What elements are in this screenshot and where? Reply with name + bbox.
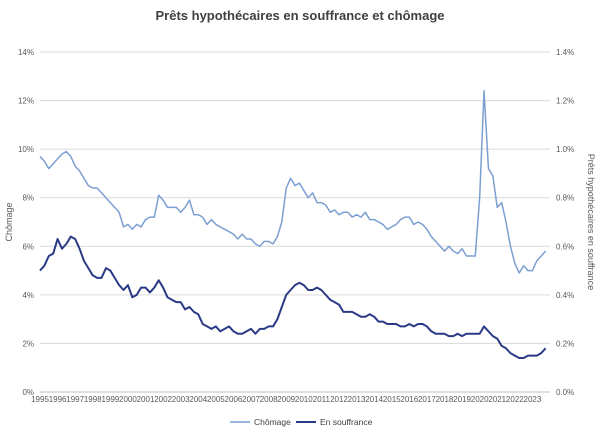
x-tick-label: 1997	[66, 395, 84, 404]
y-right-tick-label: 0.2%	[556, 339, 574, 348]
x-tick-label: 2005	[207, 395, 225, 404]
y-left-tick-label: 0%	[22, 388, 34, 397]
x-tick-label: 2011	[313, 395, 331, 404]
x-tick-label: 2023	[524, 395, 542, 404]
y-axis-left-label: Chômage	[4, 202, 14, 241]
y-left-tick-label: 14%	[18, 48, 34, 57]
chart-title: Prêts hypothécaires en souffrance et chô…	[156, 8, 445, 23]
y-left-tick-label: 6%	[22, 242, 34, 251]
x-tick-label: 2003	[172, 395, 190, 404]
x-tick-label: 2010	[295, 395, 313, 404]
y-left-tick-label: 8%	[22, 194, 34, 203]
y-right-tick-label: 0.0%	[556, 388, 574, 397]
legend-label-chomage: Chômage	[254, 417, 291, 427]
x-tick-label: 2009	[277, 395, 295, 404]
y-right-tick-label: 1.4%	[556, 48, 574, 57]
x-tick-label: 2013	[348, 395, 366, 404]
series-lines	[39, 90, 547, 359]
left-axis-ticks: 0% 2% 4% 6% 8% 10% 12% 14%	[18, 48, 34, 397]
x-tick-label: 2001	[137, 395, 155, 404]
x-tick-label: 1995	[31, 395, 49, 404]
legend: Chômage En souffrance	[230, 417, 373, 427]
x-tick-label: 2016	[400, 395, 418, 404]
x-tick-label: 1999	[101, 395, 119, 404]
x-tick-label: 2012	[330, 395, 348, 404]
x-tick-label: 2004	[189, 395, 207, 404]
right-axis-ticks: 0.0% 0.2% 0.4% 0.6% 0.8% 1.0% 1.2% 1.4%	[556, 48, 574, 397]
y-right-tick-label: 1.2%	[556, 97, 574, 106]
x-tick-label: 2002	[154, 395, 172, 404]
y-left-tick-label: 2%	[22, 339, 34, 348]
y-left-tick-label: 10%	[18, 145, 34, 154]
y-right-tick-label: 0.6%	[556, 242, 574, 251]
x-tick-label: 1998	[84, 395, 102, 404]
x-tick-label: 2017	[418, 395, 436, 404]
x-tick-label: 2007	[242, 395, 260, 404]
y-left-tick-label: 4%	[22, 291, 34, 300]
x-tick-label: 2014	[365, 395, 383, 404]
x-tick-label: 2008	[260, 395, 278, 404]
x-tick-label: 2015	[383, 395, 401, 404]
x-axis-ticks: 1995 1996 1997 1998 1999 2000 2001 2002 2003 2004…	[31, 395, 542, 404]
y-left-tick-label: 12%	[18, 97, 34, 106]
x-tick-label: 2006	[225, 395, 243, 404]
x-tick-label: 2020	[471, 395, 489, 404]
y-right-tick-label: 1.0%	[556, 145, 574, 154]
x-tick-label: 2021	[488, 395, 506, 404]
x-tick-label: 1996	[49, 395, 67, 404]
series-line-chomage	[39, 90, 547, 274]
x-tick-label: 2019	[453, 395, 471, 404]
y-axis-right-label: Prêts hypothécaires en souffrance	[586, 154, 596, 290]
legend-label-en-souffrance: En souffrance	[320, 417, 373, 427]
y-right-tick-label: 0.8%	[556, 194, 574, 203]
x-tick-label: 2022	[506, 395, 524, 404]
y-right-tick-label: 0.4%	[556, 291, 574, 300]
x-tick-label: 2018	[436, 395, 454, 404]
series-line-en-souffrance	[39, 235, 547, 359]
x-tick-label: 2000	[119, 395, 137, 404]
gridlines	[40, 51, 550, 393]
